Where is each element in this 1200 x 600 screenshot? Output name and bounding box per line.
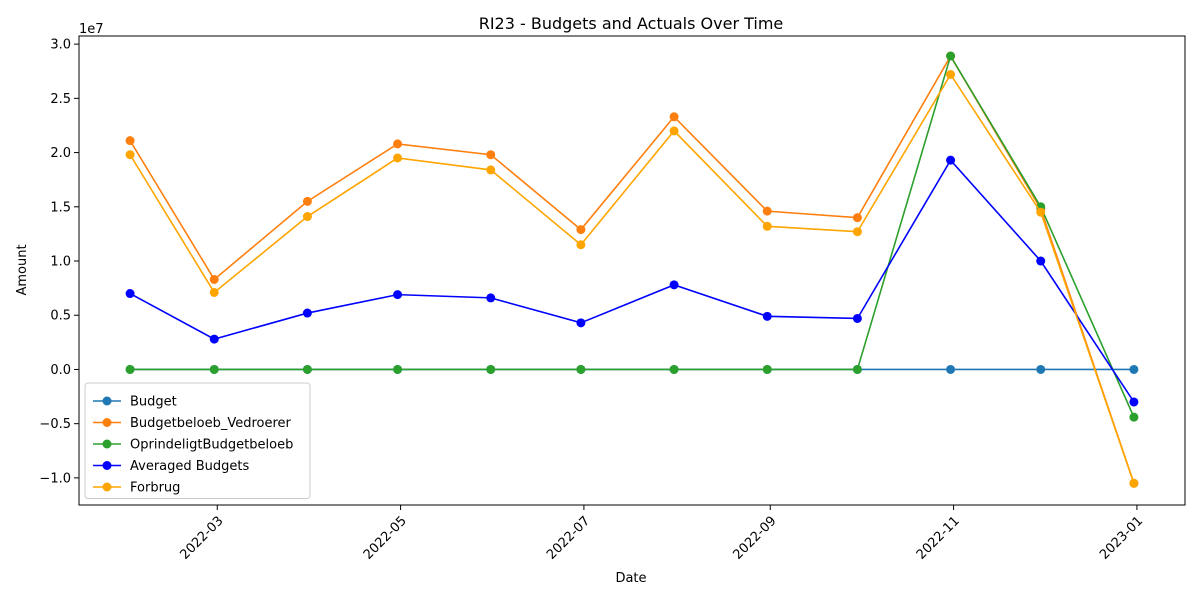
legend: Budget Budgetbeloeb_Vedroerer OprindeligtB…: [84, 382, 311, 499]
data-point: [393, 139, 403, 149]
y-tick-label: 2.0: [50, 146, 71, 161]
data-point: [576, 318, 586, 328]
legend-marker: [102, 396, 112, 406]
data-point: [669, 280, 679, 290]
legend-marker: [102, 482, 112, 492]
data-point: [1129, 478, 1139, 488]
legend-marker: [102, 461, 112, 470]
data-point: [946, 155, 956, 165]
legend-label: OprindeligtBudgetbeloeb: [130, 438, 293, 453]
data-point: [486, 364, 496, 374]
series-averaged-budgets: [125, 155, 1139, 407]
x-tick-label: 2022-07: [544, 514, 593, 563]
data-point: [302, 364, 312, 374]
data-point: [486, 293, 496, 303]
legend-marker: [102, 418, 112, 427]
y-tick-label: 1.5: [50, 200, 71, 215]
series-line-averaged-budgets: [129, 158, 1135, 403]
y-tick-label: −1.0: [39, 471, 71, 486]
data-point: [125, 289, 135, 299]
data-point: [302, 196, 312, 206]
data-point: [1036, 256, 1046, 266]
x-tick-label: 2022-09: [730, 514, 779, 563]
legend-label: Forbrug: [130, 481, 180, 496]
data-point: [576, 364, 586, 374]
data-point: [486, 150, 496, 160]
x-axis-ticks: 2022-03 2022-05 2022-07 2022-09 2022-11 2023-…: [177, 505, 1146, 563]
data-point: [762, 311, 772, 321]
data-point: [669, 126, 679, 136]
data-point: [125, 150, 135, 160]
series-forbrug: [125, 69, 1139, 488]
y-axis-label: Amount: [15, 244, 30, 295]
data-point: [125, 136, 135, 146]
legend-item: Averaged Budgets: [93, 459, 250, 474]
data-point: [762, 206, 772, 216]
y-tick-label: 1.0: [50, 255, 71, 270]
data-point: [393, 364, 403, 374]
data-point: [209, 287, 219, 297]
series-layer: [125, 51, 1139, 488]
data-point: [946, 69, 956, 79]
series-line-forbrug: [129, 72, 1135, 484]
y-axis-ticks: −1.0 −0.5 0.0 0.5 1.0 1.5 2.0 2.5 3.0: [39, 38, 79, 486]
data-point: [946, 364, 956, 374]
data-point: [762, 221, 772, 231]
data-point: [946, 51, 956, 61]
legend-box: [84, 382, 311, 499]
data-point: [762, 364, 772, 374]
data-point: [486, 165, 496, 175]
y-tick-label: 0.0: [50, 363, 71, 378]
x-tick-label: 2022-03: [177, 514, 226, 563]
x-axis-label: Date: [615, 571, 646, 586]
data-point: [852, 313, 862, 323]
data-point: [852, 364, 862, 374]
y-tick-label: 0.5: [50, 309, 71, 324]
data-point: [576, 225, 586, 235]
data-point: [669, 364, 679, 374]
legend-item: Budget: [93, 395, 177, 410]
legend-label: Budget: [130, 395, 177, 410]
data-point: [852, 227, 862, 237]
data-point: [393, 153, 403, 163]
y-tick-label: 3.0: [50, 38, 71, 53]
data-point: [302, 212, 312, 222]
legend-label: Budgetbeloeb_Vedroerer: [130, 416, 292, 431]
legend-item: OprindeligtBudgetbeloeb: [93, 438, 293, 453]
data-point: [209, 274, 219, 284]
y-tick-label: −0.5: [39, 417, 71, 432]
data-point: [1036, 364, 1046, 374]
data-point: [1129, 364, 1139, 374]
data-point: [209, 334, 219, 344]
series-line-oprindeligtbudgetbeloeb: [130, 54, 1135, 418]
data-point: [302, 308, 312, 318]
legend-item: Forbrug: [93, 481, 180, 496]
data-point: [1129, 397, 1139, 407]
data-point: [209, 364, 219, 374]
data-point: [1036, 207, 1046, 217]
legend-label: Averaged Budgets: [130, 459, 250, 474]
data-point: [576, 240, 586, 250]
data-point: [852, 213, 862, 223]
data-point: [393, 290, 403, 300]
data-point: [125, 364, 135, 374]
series-oprindeligtbudgetbeloeb: [125, 51, 1139, 422]
x-tick-label: 2022-11: [914, 514, 963, 563]
data-point: [669, 112, 679, 122]
y-tick-label: 2.5: [50, 92, 71, 107]
x-tick-label: 2023-01: [1097, 514, 1146, 563]
y-axis-offset-label: 1e7: [79, 22, 104, 37]
x-tick-label: 2022-05: [361, 514, 410, 563]
chart-title: RI23 - Budgets and Actuals Over Time: [479, 14, 784, 33]
legend-item: Budgetbeloeb_Vedroerer: [93, 416, 292, 431]
legend-marker: [102, 439, 112, 449]
plot-frame: [78, 35, 1186, 506]
data-point: [1129, 412, 1139, 422]
